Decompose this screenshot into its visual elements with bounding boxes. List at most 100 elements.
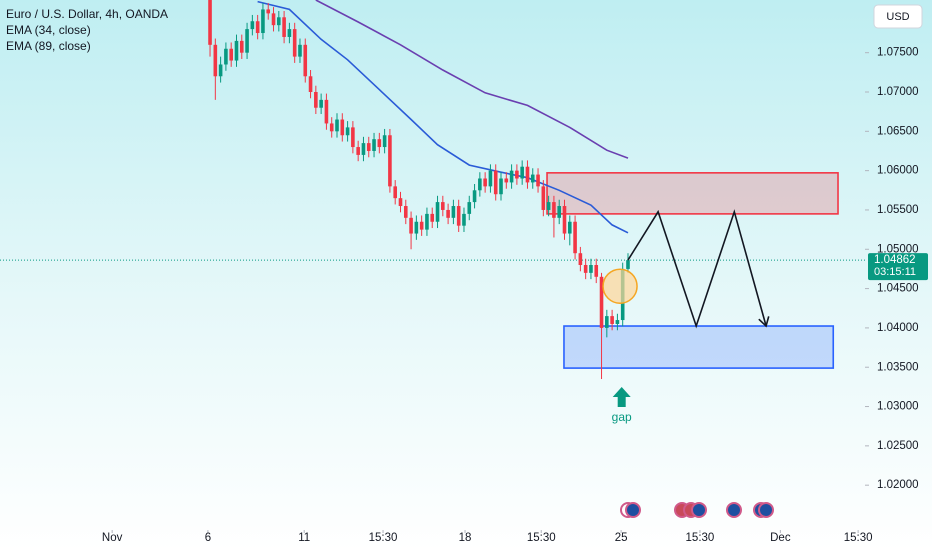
candle-body [287, 29, 292, 37]
candle-body [366, 143, 371, 151]
candle-body [393, 186, 398, 199]
x-tick-label: 15:30 [369, 532, 398, 544]
candle-body [213, 44, 218, 77]
candle-body [382, 135, 387, 148]
candle-body [430, 213, 435, 222]
candle-body [509, 170, 514, 183]
candle-body [335, 119, 339, 132]
y-tick-label: 1.02000 [877, 479, 919, 491]
candle-body [255, 21, 260, 34]
candle-body [610, 316, 614, 324]
x-tick-label: Dec [770, 532, 791, 544]
zone [563, 325, 835, 369]
x-tick-label: 15:30 [527, 532, 556, 544]
projection-path [627, 209, 767, 329]
candle-body [530, 174, 535, 183]
y-tick-label: 1.03000 [877, 401, 919, 413]
countdown-label: 03:15:11 [874, 266, 916, 278]
ema-line [257, 0, 629, 234]
candle-body [308, 76, 313, 93]
candle-body [266, 9, 271, 14]
zone [546, 172, 839, 215]
plot-area [0, 0, 865, 380]
y-tick-label: 1.05500 [877, 204, 919, 216]
chart-title: Euro / U.S. Dollar, 4h, OANDA [6, 7, 168, 21]
candle-body [329, 123, 334, 132]
candle-body [208, 0, 212, 45]
highlight-circle [602, 268, 638, 304]
candle-body [520, 166, 524, 179]
candle-body [303, 44, 308, 77]
y-tick-label: 1.07000 [877, 86, 919, 98]
candle-body [578, 253, 583, 265]
y-tick-label: 1.03500 [877, 361, 919, 373]
candle-body [224, 48, 228, 65]
candle-body [361, 143, 366, 155]
candle-body [515, 170, 519, 179]
price-label-box [868, 253, 928, 281]
candle-body [292, 29, 297, 57]
x-tick-label: Nov [102, 532, 123, 544]
candle-body [409, 217, 413, 234]
candle-body [277, 17, 281, 26]
candle-body [282, 17, 286, 37]
candle-body [467, 202, 472, 214]
candle-body [504, 178, 509, 183]
candle-body [541, 186, 546, 210]
x-tick-label: 15:30 [686, 532, 715, 544]
candle-body [552, 202, 556, 218]
candle-body [478, 178, 482, 191]
candle-body [435, 202, 440, 222]
candle-body [388, 135, 392, 187]
candle-body [351, 127, 355, 148]
price-label: 1.04862 [874, 254, 916, 266]
candle-body [261, 9, 265, 34]
candle-body [239, 40, 244, 53]
gap-label: gap [612, 410, 632, 424]
candle-body [493, 170, 498, 195]
candle-body [218, 64, 223, 77]
candle-body [583, 265, 588, 273]
y-tick-label: 1.04500 [877, 283, 919, 295]
candle-body [340, 119, 345, 136]
candle-body [488, 170, 493, 187]
candle-body [324, 99, 329, 124]
currency-label: USD [886, 11, 909, 23]
y-tick-label: 1.04000 [877, 322, 919, 334]
candle-body [472, 190, 477, 203]
candle-body [234, 40, 239, 61]
x-tick-label: 15:30 [844, 532, 873, 544]
y-tick-label: 1.06500 [877, 125, 919, 137]
candle-body [626, 260, 630, 269]
currency-button[interactable] [873, 4, 923, 29]
event-icons [620, 502, 774, 518]
candle-body [483, 178, 487, 187]
x-tick-label: 18 [459, 532, 472, 544]
candle-body [594, 265, 599, 277]
candle-body [319, 99, 323, 108]
gap-arrow [612, 387, 631, 407]
ema-line [315, 0, 629, 159]
legend-entry: EMA (34, close) [6, 23, 91, 37]
candle-body [562, 206, 567, 234]
candle-body [605, 316, 609, 328]
candle-body [419, 221, 424, 230]
y-tick-label: 1.02500 [877, 440, 919, 452]
candle-body [567, 221, 572, 234]
candle-body [441, 202, 445, 210]
legend-entry: EMA (89, close) [6, 39, 91, 53]
candle-body [250, 21, 255, 30]
candle-body [403, 206, 408, 218]
y-tick-label: 1.06000 [877, 165, 919, 177]
candle-body [589, 265, 593, 273]
candle-body [372, 139, 376, 151]
candle-body [314, 92, 318, 108]
x-tick-label: 25 [615, 532, 628, 544]
x-tick-label: 6 [205, 532, 211, 544]
candle-body [446, 209, 450, 218]
candle-body [245, 29, 249, 53]
candle-body [499, 178, 503, 195]
candle-body [229, 48, 233, 61]
candle-body [271, 13, 276, 26]
